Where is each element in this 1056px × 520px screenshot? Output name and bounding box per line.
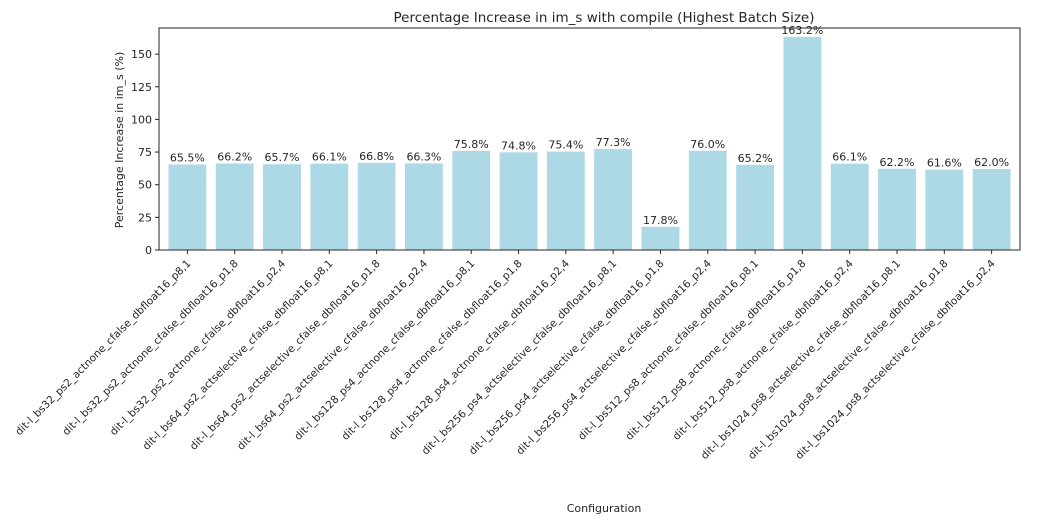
x-tick-label: dit-l_bs128_ps4_actnone_cfalse_dbfloat16…	[340, 258, 525, 443]
bar	[972, 169, 1011, 250]
bar-value-label: 75.4%	[548, 139, 583, 152]
bar-value-label: 17.8%	[643, 214, 678, 227]
bar	[641, 226, 680, 250]
chart-title: Percentage Increase in im_s with compile…	[394, 10, 815, 26]
bar	[925, 169, 964, 250]
bar	[688, 150, 727, 250]
bar	[357, 162, 396, 250]
bar	[783, 36, 822, 250]
y-tick-label: 100	[131, 113, 152, 126]
y-tick-label: 0	[145, 244, 152, 257]
bar-value-label: 66.1%	[832, 151, 867, 164]
bar	[736, 164, 774, 250]
bar-value-label: 66.2%	[217, 151, 252, 164]
y-tick-label: 25	[138, 211, 152, 224]
y-tick-label: 75	[138, 146, 152, 159]
bars-group	[168, 36, 1011, 250]
bar	[405, 163, 443, 250]
bar-value-label: 61.6%	[927, 157, 962, 170]
x-tick-label: dit-l_bs32_ps2_actnone_cfalse_dbfloat16_…	[60, 258, 240, 438]
bar	[594, 149, 633, 250]
bar-value-label: 66.3%	[406, 150, 441, 163]
bar	[168, 164, 207, 250]
bar	[878, 168, 916, 250]
bar-value-label: 65.5%	[170, 151, 205, 164]
x-tick-label: dit-l_bs128_ps4_actnone_cfalse_dbfloat16…	[387, 257, 572, 442]
x-tick-label: dit-l_bs512_ps8_actnone_cfalse_dbfloat16…	[671, 257, 856, 442]
bar-value-label: 74.8%	[501, 139, 536, 152]
bar-value-label: 75.8%	[454, 138, 489, 151]
x-tick-label: dit-l_bs512_ps8_actnone_cfalse_dbfloat16…	[623, 258, 808, 443]
bar	[215, 163, 254, 250]
bar	[263, 164, 301, 250]
y-tick-label: 125	[131, 81, 152, 94]
y-tick-label: 150	[131, 48, 152, 61]
x-tick-label: dit-l_bs32_ps2_actnone_cfalse_dbfloat16_…	[13, 258, 193, 438]
bar	[452, 151, 491, 250]
bar-value-label: 163.2%	[781, 24, 823, 37]
bar	[830, 163, 869, 250]
bar-value-label: 62.0%	[974, 156, 1009, 169]
y-ticks-group: 0 25 50 75 100 125 150	[131, 48, 159, 257]
bar-value-label: 66.8%	[359, 150, 394, 163]
x-tick-label: dit-l_bs32_ps2_actnone_cfalse_dbfloat16_…	[108, 257, 289, 438]
y-tick-label: 50	[138, 179, 152, 192]
bar	[546, 151, 585, 250]
y-axis-label: Percentage Increase in im_s (%)	[113, 52, 126, 228]
value-labels-group: 65.5% 66.2% 65.7% 66.1% 66.8% 66.3% 75.8% 74.8%…	[170, 24, 1009, 227]
bar-value-label: 65.2%	[738, 152, 773, 165]
x-ticks-group: dit-l_bs32_ps2_actnone_cfalse_dbfloat16_…	[13, 250, 998, 462]
bar	[499, 152, 538, 250]
x-tick-label: dit-l_bs512_ps8_actnone_cfalse_dbfloat16…	[576, 258, 761, 443]
x-tick-label: dit-l_bs128_ps4_actnone_cfalse_dbfloat16…	[292, 258, 477, 443]
bar-value-label: 66.1%	[312, 151, 347, 164]
bar-value-label: 65.7%	[265, 151, 300, 164]
x-axis-label: Configuration	[567, 502, 642, 515]
plot-area-frame	[158, 27, 1021, 251]
bar-value-label: 62.2%	[880, 156, 915, 169]
bar-value-label: 76.0%	[690, 138, 725, 151]
bar	[310, 163, 349, 250]
bar-value-label: 77.3%	[596, 136, 631, 149]
